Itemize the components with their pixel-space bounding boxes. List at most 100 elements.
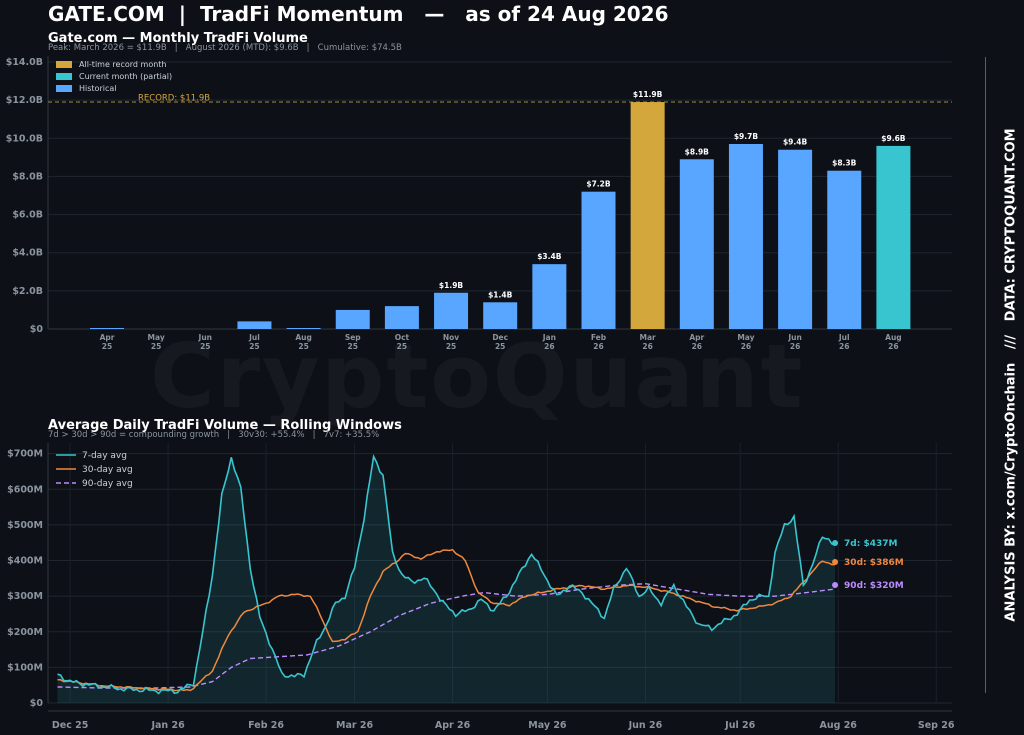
x-tick-month: Jan <box>542 333 556 342</box>
legend-label: 90-day avg <box>82 479 133 489</box>
legend-swatch <box>56 73 72 80</box>
legend-label: All-time record month <box>79 60 166 69</box>
y-tick-label: $100M <box>7 662 43 673</box>
x-tick-label: Sep 26 <box>918 720 955 731</box>
x-tick-year: 26 <box>790 342 800 351</box>
bar-value-label: $9.6B <box>881 134 906 143</box>
line-chart-title: Average Daily TradFi Volume — Rolling Wi… <box>48 418 402 433</box>
x-tick-year: 26 <box>544 342 554 351</box>
x-tick-year: 25 <box>298 342 308 351</box>
bar-value-label: $9.4B <box>783 138 808 147</box>
bar-12 <box>679 159 714 329</box>
y-tick-label: $4.0B <box>12 248 43 259</box>
x-tick-month: Dec <box>492 333 508 342</box>
record-line-label: RECORD: $11.9B <box>138 94 210 104</box>
y-tick-label: $300M <box>7 591 43 602</box>
series-end-label: 90d: $320M <box>844 581 904 591</box>
x-tick-year: 26 <box>888 342 898 351</box>
x-tick-label: Apr 26 <box>435 720 471 731</box>
x-tick-month: Oct <box>395 333 410 342</box>
y-tick-label: $0 <box>30 698 44 709</box>
bar-chart-title: Gate.com — Monthly TradFi Volume <box>48 31 308 46</box>
bar-0 <box>90 328 124 329</box>
side-divider <box>985 57 986 693</box>
y-tick-label: $600M <box>7 484 43 495</box>
y-tick-label: $400M <box>7 556 43 567</box>
y-tick-label: $10.0B <box>6 133 43 144</box>
x-tick-month: Feb <box>591 333 607 342</box>
x-tick-label: Dec 25 <box>52 720 89 731</box>
x-tick-year: 25 <box>249 342 259 351</box>
x-tick-year: 26 <box>593 342 603 351</box>
x-tick-month: May <box>148 333 165 342</box>
bar-value-label: $8.9B <box>685 147 710 156</box>
bar-11 <box>630 102 665 329</box>
legend-label: 30-day avg <box>82 465 133 475</box>
x-tick-month: Sep <box>345 333 361 342</box>
x-tick-month: Jul <box>248 333 260 342</box>
x-tick-month: Aug <box>885 333 902 342</box>
bar-15 <box>827 170 862 329</box>
x-tick-month: Jun <box>198 333 212 342</box>
y-tick-label: $12.0B <box>6 95 43 106</box>
bar-8 <box>483 302 518 329</box>
line-chart-subtitle: 7d > 30d > 90d = compounding growth | 30… <box>48 430 380 440</box>
series-line-7d <box>57 453 836 695</box>
bar-10 <box>581 191 616 329</box>
x-tick-month: Mar <box>640 333 657 342</box>
x-tick-label: Aug 26 <box>819 720 857 731</box>
x-tick-year: 25 <box>446 342 456 351</box>
x-tick-month: Jul <box>838 333 850 342</box>
x-tick-year: 26 <box>741 342 751 351</box>
series-line-90d <box>57 582 836 689</box>
bar-value-label: $9.7B <box>734 132 759 141</box>
x-tick-year: 25 <box>495 342 505 351</box>
x-tick-year: 25 <box>151 342 161 351</box>
x-tick-label: Feb 26 <box>248 720 284 731</box>
x-tick-year: 25 <box>102 342 112 351</box>
bar-9 <box>532 264 567 329</box>
x-tick-label: Jul 26 <box>724 720 755 731</box>
x-tick-label: Jun 26 <box>628 720 663 731</box>
x-tick-label: Mar 26 <box>336 720 373 731</box>
monthly-volume-bar-chart: $0 $2.0B $4.0B $6.0B $8.0B $10.0B $12.0B $14.0B… <box>6 56 952 351</box>
x-tick-label: Jan 26 <box>150 720 185 731</box>
y-tick-label: $700M <box>7 449 43 460</box>
y-tick-label: $0 <box>30 324 44 335</box>
bar-chart-subtitle: Peak: March 2026 = $11.9B | August 2026 … <box>48 43 402 53</box>
legend-label: Historical <box>79 84 116 93</box>
bar-14 <box>778 149 813 329</box>
bar-6 <box>384 306 419 329</box>
series-end-dot <box>832 540 839 546</box>
x-tick-year: 25 <box>200 342 210 351</box>
bar-value-label: $1.4B <box>488 290 513 299</box>
y-tick-label: $14.0B <box>6 57 43 68</box>
x-tick-month: Aug <box>295 333 312 342</box>
y-tick-label: $8.0B <box>12 171 43 182</box>
page-title: GATE.COM | TradFi Momentum — as of 24 Au… <box>48 2 669 26</box>
legend-swatch <box>56 85 72 92</box>
x-tick-year: 25 <box>348 342 358 351</box>
x-tick-month: Apr <box>689 333 704 342</box>
y-tick-label: $6.0B <box>12 210 43 221</box>
series-line-30d <box>57 548 835 692</box>
ma7-area <box>57 456 835 703</box>
bar-value-label: $8.3B <box>832 159 857 168</box>
x-tick-year: 26 <box>642 342 652 351</box>
bar-13 <box>728 144 763 329</box>
y-tick-label: $500M <box>7 520 43 531</box>
series-end-dot <box>832 582 839 588</box>
bar-16 <box>876 145 911 329</box>
y-tick-label: $2.0B <box>12 286 43 297</box>
bar-value-label: $3.4B <box>537 252 562 261</box>
x-tick-year: 26 <box>839 342 849 351</box>
series-end-label: 7d: $437M <box>844 539 897 549</box>
x-tick-label: May 26 <box>528 720 567 731</box>
series-end-dot <box>832 559 839 565</box>
x-tick-month: Jun <box>787 333 801 342</box>
y-tick-label: $200M <box>7 627 43 638</box>
series-end-label: 30d: $386M <box>844 558 904 568</box>
x-tick-month: May <box>737 333 754 342</box>
bar-7 <box>434 292 469 329</box>
